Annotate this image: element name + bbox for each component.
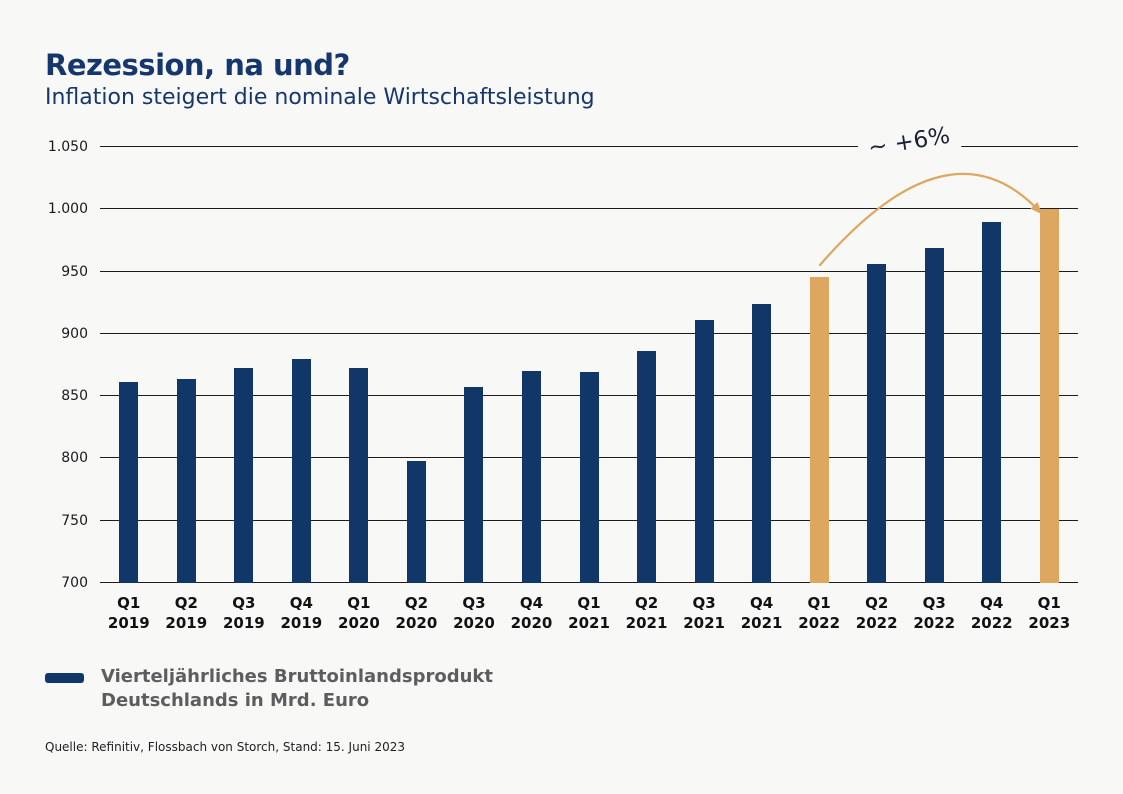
x-label-q1-2022: Q1 2022 <box>798 594 841 632</box>
bar-q4-2019 <box>291 358 311 583</box>
y-axis-tick-1.000: 1.000 <box>47 201 88 218</box>
legend: Vierteljährliches Bruttoinlandsprodukt D… <box>45 665 493 713</box>
x-label-q2-2019: Q2 2019 <box>165 594 208 632</box>
x-label-q3-2020: Q3 2020 <box>453 594 495 632</box>
bar-column-q3-2019 <box>215 147 273 583</box>
legend-line-1: Vierteljährliches Bruttoinlandsprodukt <box>101 666 493 687</box>
bar-q1-2022 <box>809 276 829 583</box>
bar-q4-2022 <box>982 221 1002 583</box>
y-axis-tick-850: 850 <box>61 388 88 405</box>
bar-column-q1-2019 <box>100 147 158 583</box>
y-axis-tick-750: 750 <box>61 512 88 529</box>
x-label-q2-2021: Q2 2021 <box>625 594 668 632</box>
bar-column-q1-2022 <box>790 147 848 583</box>
bar-q3-2020 <box>464 387 484 583</box>
bar-q4-2021 <box>752 303 772 583</box>
gridline-1.000 <box>100 208 1078 210</box>
bar-q3-2021 <box>694 320 714 583</box>
gridline-950 <box>100 270 1078 272</box>
growth-arrow-icon <box>818 172 1043 267</box>
x-label-q2-2020: Q2 2020 <box>395 594 438 632</box>
bar-column-q1-2021 <box>560 147 618 583</box>
bar-q1-2019 <box>119 382 139 583</box>
bar-column-q4-2019 <box>273 147 331 583</box>
bar-q2-2022 <box>867 264 887 583</box>
y-axis-tick-950: 950 <box>61 263 88 280</box>
bar-column-q2-2021 <box>618 147 676 583</box>
bar-column-q1-2020 <box>330 147 388 583</box>
x-label-q1-2020: Q1 2020 <box>338 594 380 632</box>
bar-column-q3-2020 <box>445 147 503 583</box>
x-axis-labels: Q1 2019 Q2 2019 Q3 2019 Q4 2019 Q1 2020 Q2 2020 Q3 20… <box>100 593 1078 633</box>
x-label-q4-2021: Q4 2021 <box>740 594 783 632</box>
plot-area: 700 750 800 850 900 950 1.000 1.050 ~ +6% <box>48 118 1078 590</box>
gridline-1.050 <box>100 146 1078 147</box>
bar-q2-2020 <box>406 460 426 583</box>
x-label-q3-2022: Q3 2022 <box>913 594 956 632</box>
x-label-q3-2021: Q3 2021 <box>683 594 725 632</box>
gridline-900 <box>100 332 1078 334</box>
bar-column-q4-2022 <box>963 147 1021 583</box>
bar-q1-2023 <box>1039 209 1059 583</box>
bars-row <box>100 147 1078 583</box>
x-label-q4-2020: Q4 2020 <box>510 594 553 632</box>
x-label-q1-2023: Q1 2023 <box>1028 594 1071 632</box>
bar-column-q4-2020 <box>503 147 561 583</box>
bar-column-q3-2022 <box>905 147 963 583</box>
y-axis-tick-900: 900 <box>61 325 88 342</box>
x-label-q3-2019: Q3 2019 <box>222 594 265 632</box>
bar-q1-2021 <box>579 372 599 583</box>
y-axis-tick-800: 800 <box>61 450 88 467</box>
legend-swatch <box>45 673 84 683</box>
chart-title: Rezession, na und? <box>45 48 350 82</box>
bar-column-q3-2021 <box>675 147 733 583</box>
y-axis-tick-1.050: 1.050 <box>47 139 88 155</box>
x-label-q1-2021: Q1 2021 <box>568 594 610 632</box>
x-label-q2-2022: Q2 2022 <box>855 594 898 632</box>
bar-q1-2020 <box>349 367 369 583</box>
x-label-q1-2019: Q1 2019 <box>107 594 150 632</box>
bar-column-q2-2020 <box>388 147 446 583</box>
bar-column-q1-2023 <box>1021 147 1079 583</box>
bar-q2-2019 <box>176 378 196 583</box>
bar-q3-2022 <box>924 247 944 583</box>
y-axis-tick-700: 700 <box>61 575 88 591</box>
bar-column-q2-2019 <box>158 147 216 583</box>
bar-q4-2020 <box>521 371 541 583</box>
legend-label: Vierteljährliches Bruttoinlandsprodukt D… <box>101 665 493 713</box>
bar-column-q4-2021 <box>733 147 791 583</box>
x-label-q4-2019: Q4 2019 <box>280 594 323 632</box>
chart-subtitle: Inflation steigert die nominale Wirtscha… <box>45 85 595 110</box>
bar-column-q2-2022 <box>848 147 906 583</box>
bar-q3-2019 <box>234 367 254 583</box>
bar-q2-2021 <box>637 351 657 583</box>
source-note: Quelle: Refinitiv, Flossbach von Storch,… <box>45 740 405 754</box>
x-label-q4-2022: Q4 2022 <box>970 594 1013 632</box>
legend-line-2: Deutschlands in Mrd. Euro <box>101 690 370 711</box>
